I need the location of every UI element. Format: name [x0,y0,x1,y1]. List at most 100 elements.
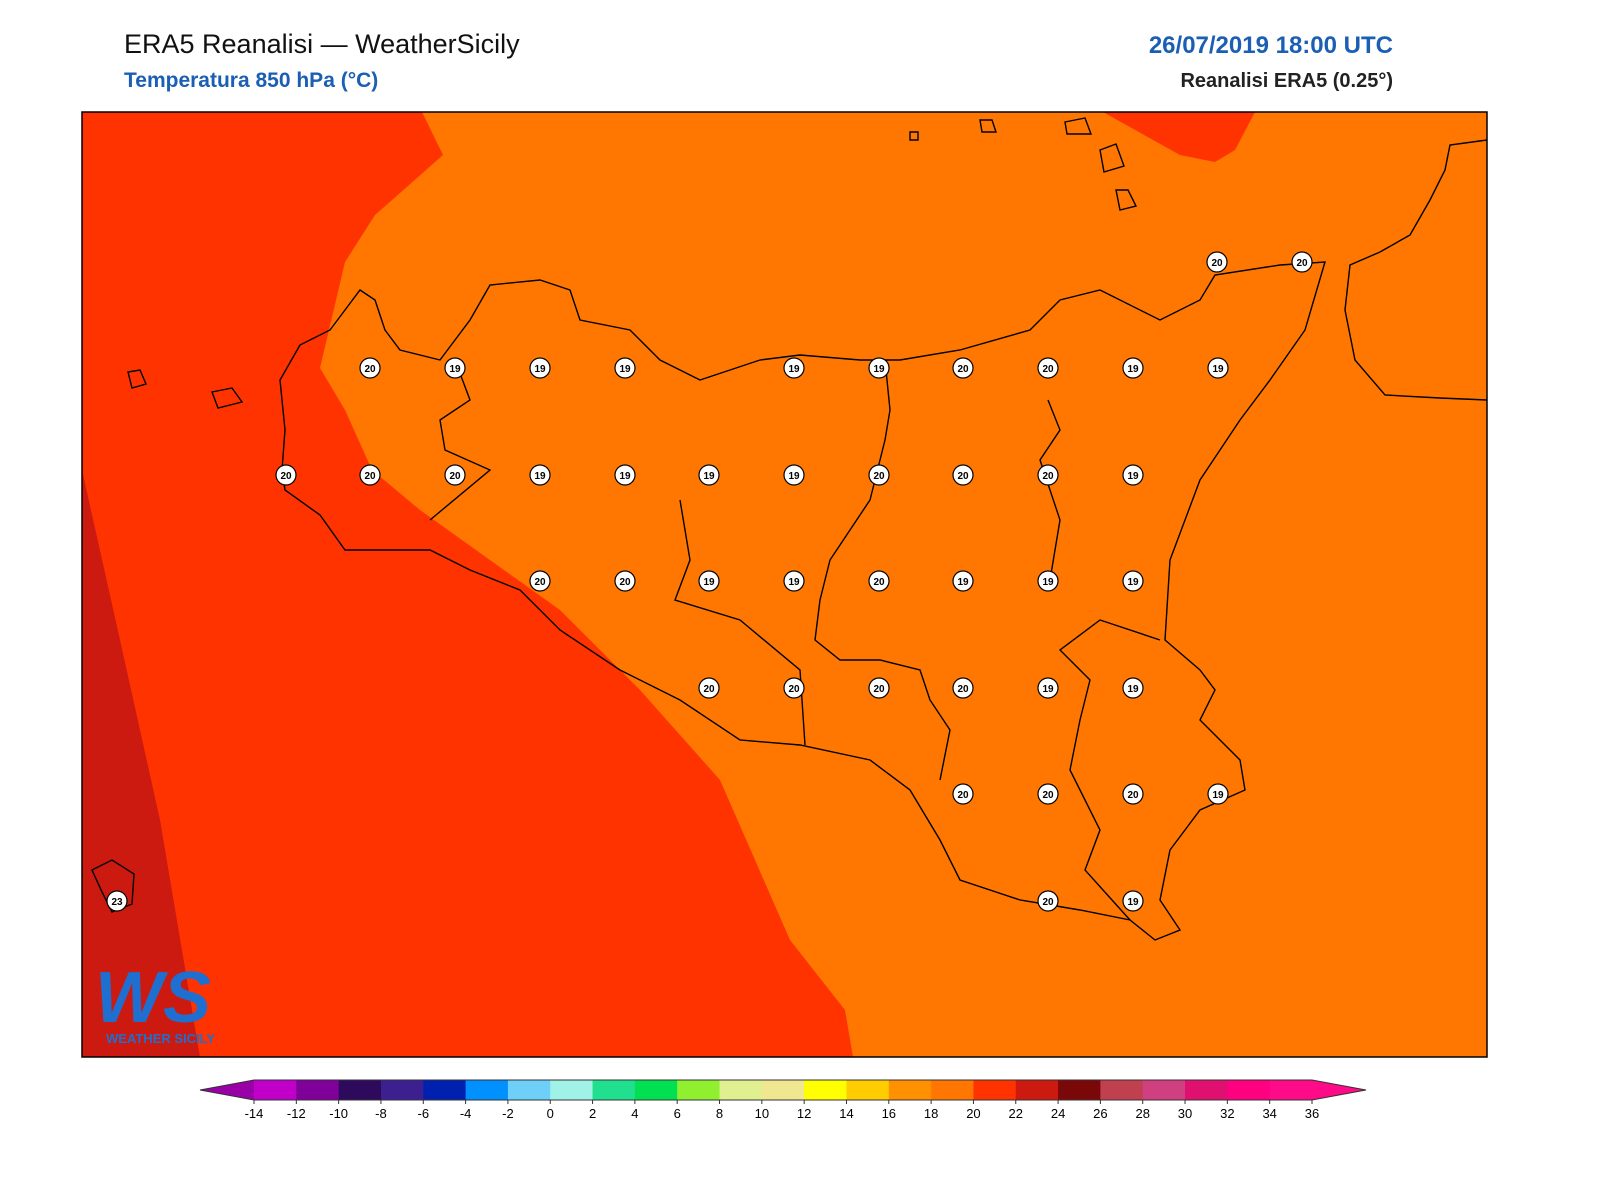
colorbar-tick-label: 36 [1305,1106,1319,1121]
colorbar-bin [254,1080,297,1100]
stations: 20 20 20 19 19 19 19 19 20 20 19 19 20 20 20 19 19 19 19 20… [106,251,1313,912]
station-value: 19 [534,471,546,482]
station-marker [1206,251,1228,273]
station-marker [529,357,551,379]
station-value: 19 [957,577,969,588]
colorbar-tick-label: 34 [1262,1106,1276,1121]
station-marker [614,570,636,592]
station-value: 20 [364,364,376,375]
colorbar-bin [1142,1080,1186,1100]
station-marker [1122,890,1144,912]
colorbar-bin [296,1080,340,1100]
station-marker [359,464,381,486]
station-marker [952,357,974,379]
station-marker [868,570,890,592]
station-value: 19 [1042,684,1054,695]
colorbar-tick-label: 20 [966,1106,980,1121]
colorbar-bin [1058,1080,1101,1100]
station-marker [783,570,805,592]
station-value: 20 [788,684,800,695]
colorbar-bin [804,1080,847,1100]
title: ERA5 Reanalisi — WeatherSicily [124,29,520,59]
station-value: 19 [788,471,800,482]
station-value: 19 [873,364,885,375]
colorbar-bin [507,1080,551,1100]
colorbar-tick-label: 24 [1051,1106,1065,1121]
colorbar-bin [423,1080,467,1100]
station-value: 19 [788,577,800,588]
field-20-22 [1103,112,1255,162]
station-value: 20 [957,471,969,482]
colorbar-tick-label: -4 [460,1106,472,1121]
field-20-22 [82,112,853,1057]
station-value: 20 [703,684,715,695]
colorbar-tick-label: 4 [631,1106,638,1121]
colorbar-tick-label: -14 [245,1106,264,1121]
station-marker [529,464,551,486]
sicily-coast [279,261,1326,941]
colorbar-tick-label: 8 [716,1106,723,1121]
station-marker [868,464,890,486]
station-value: 19 [1127,577,1139,588]
station-value: 19 [449,364,461,375]
station-marker [1037,783,1059,805]
map-frame [81,111,1488,1058]
station-value: 20 [873,471,885,482]
station-marker [1037,570,1059,592]
station-value: 19 [619,471,631,482]
colorbar-bin [1185,1080,1228,1100]
colorbar-tick-label: 16 [882,1106,896,1121]
colorbar-bin [973,1080,1017,1100]
station-marker [952,783,974,805]
province-borders [429,359,1161,921]
colorbar-tick-label: -12 [287,1106,306,1121]
colorbar-tick-label: -8 [375,1106,387,1121]
station-marker [529,570,551,592]
colorbar-tick-label: -10 [329,1106,348,1121]
colorbar-bin [888,1080,932,1100]
station-value: 20 [1042,471,1054,482]
station-marker [444,357,466,379]
station-marker [783,464,805,486]
station-value: 20 [534,577,546,588]
colorbar-tick-label: 18 [924,1106,938,1121]
colorbar-tick-label: 12 [797,1106,811,1121]
station-value: 19 [1127,897,1139,908]
colorbar-over [1312,1080,1366,1100]
station-marker [1122,464,1144,486]
station-marker [359,357,381,379]
logo-text: WEATHER SICILY [106,1031,215,1046]
colorbar-bin [677,1080,721,1100]
colorbar-bin [931,1080,974,1100]
station-marker [783,357,805,379]
station-value: 19 [1212,364,1224,375]
station-marker [1037,464,1059,486]
station-marker [783,677,805,699]
station-marker [1037,890,1059,912]
station-marker [1122,570,1144,592]
station-value: 20 [1042,790,1054,801]
station-value: 19 [788,364,800,375]
station-value: 20 [873,577,885,588]
station-marker [952,570,974,592]
station-marker [1207,783,1229,805]
colorbar-bin [465,1080,509,1100]
colorbar-bin [380,1080,424,1100]
colorbar-bin [1015,1080,1059,1100]
station-value: 19 [1212,790,1224,801]
station-marker [698,464,720,486]
colorbar-under [200,1080,254,1100]
calabria-coast [1344,139,1487,401]
colorbar-tick-label: 26 [1093,1106,1107,1121]
station-marker [952,677,974,699]
station-value: 20 [280,471,292,482]
station-value: 23 [111,897,123,908]
colorbar-tick-label: 10 [755,1106,769,1121]
station-marker [1122,357,1144,379]
station-marker [275,464,297,486]
colorbar-bin [550,1080,594,1100]
station-marker [698,570,720,592]
station-value: 20 [957,790,969,801]
station-value: 20 [1042,897,1054,908]
